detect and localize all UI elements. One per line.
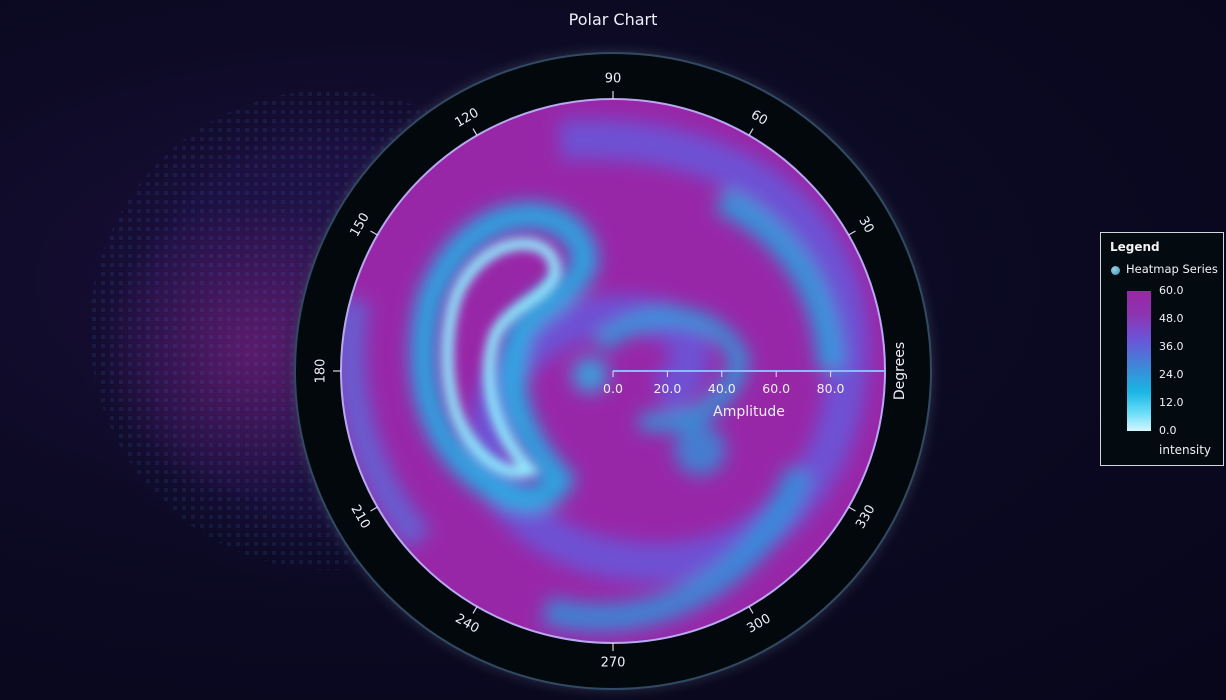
angular-label-270: 270	[601, 656, 626, 671]
radial-label-80.0: 80.0	[817, 381, 845, 396]
angular-tick-330	[848, 506, 856, 512]
angular-tick-30	[848, 230, 856, 236]
angular-tick-240	[472, 606, 478, 614]
legend-color-scale	[1127, 291, 1151, 431]
legend-tick-36.0: 36.0	[1159, 340, 1184, 353]
angular-tick-300	[748, 606, 754, 614]
angular-label-180: 180	[314, 359, 329, 384]
legend-tick-12.0: 12.0	[1159, 396, 1184, 409]
legend: Legend Heatmap Series 60.0 48.0 36.0 24.0 12…	[1100, 232, 1224, 466]
radial-axis-title: Amplitude	[713, 404, 785, 420]
legend-series-label[interactable]: Heatmap Series	[1126, 262, 1218, 276]
legend-tick-0.0: 0.0	[1159, 424, 1177, 437]
angular-tick-150	[370, 230, 378, 236]
radial-label-60.0: 60.0	[762, 381, 790, 396]
angular-label-90: 90	[605, 72, 622, 87]
radial-label-20.0: 20.0	[653, 381, 681, 396]
angular-label-60: 60	[748, 107, 770, 128]
angular-label-30: 30	[855, 214, 876, 236]
radial-label-40.0: 40.0	[708, 381, 736, 396]
legend-unit: intensity	[1159, 443, 1212, 457]
angular-tick-120	[472, 128, 478, 136]
radial-ticks: 0.0 20.0 40.0 60.0 80.0	[603, 371, 845, 396]
angular-tick-210	[370, 506, 378, 512]
angular-ticks	[333, 91, 856, 651]
legend-tick-24.0: 24.0	[1159, 368, 1184, 381]
legend-tick-48.0: 48.0	[1159, 312, 1184, 325]
angular-axis-title: Degrees	[892, 342, 908, 400]
legend-tick-60.0: 60.0	[1159, 284, 1184, 297]
radial-label-0.0: 0.0	[603, 381, 623, 396]
legend-series-marker[interactable]	[1111, 266, 1120, 275]
chart-title: Polar Chart	[568, 10, 658, 29]
angular-tick-60	[748, 128, 754, 136]
legend-title: Legend	[1110, 240, 1160, 254]
